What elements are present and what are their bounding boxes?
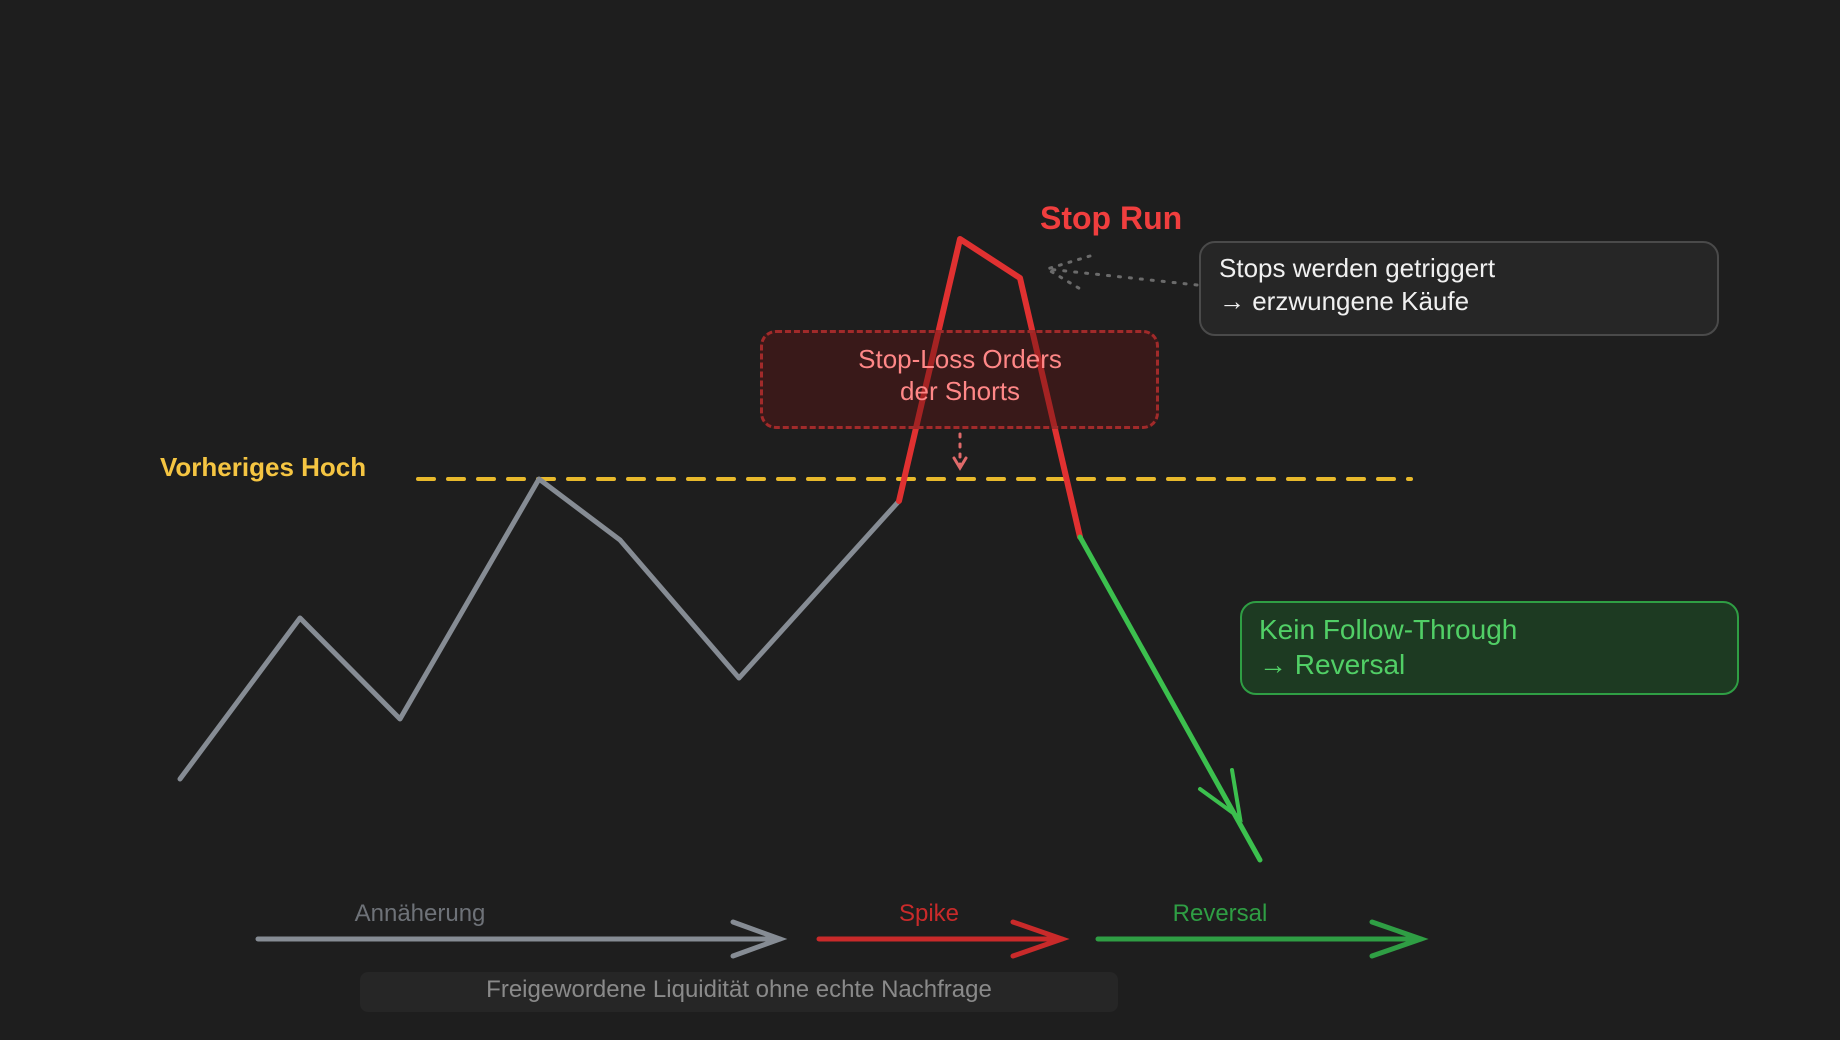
stops-note-line2: → erzwungene Käufe (1219, 286, 1470, 316)
reversal-arrowhead-icon (1198, 768, 1243, 823)
stoploss-arrowhead-icon (952, 456, 968, 471)
reversal-note-line2: → Reversal (1259, 649, 1406, 680)
stoploss-label-line2: der Shorts (900, 376, 1020, 406)
stop-run-label: Stop Run (1040, 200, 1183, 236)
reversal-note-box (1240, 601, 1739, 695)
stops-connector-line (1045, 267, 1199, 287)
footer-note-text: Freigewordene Liquidität ohne echte Nach… (486, 976, 992, 1003)
phase-spike-arrowhead-icon (1010, 919, 1070, 959)
stops-connector-arrowhead-icon (1043, 254, 1092, 292)
phase-approach-arrowhead-icon (730, 919, 788, 959)
phase-spike-label: Spike (898, 900, 960, 927)
phase-approach-label: Annäherung (354, 900, 486, 927)
phase-reversal-arrowhead-icon (1369, 919, 1429, 959)
price-approach-line (177, 476, 902, 782)
footer-note-box (360, 972, 1118, 1012)
stoploss-label-line1: Stop-Loss Orders (858, 344, 1062, 374)
price-spike-line (896, 236, 1083, 540)
stoploss-zone-box (760, 330, 1159, 429)
stops-note-box (1199, 241, 1719, 336)
price-reversal-line (1077, 534, 1263, 863)
previous-high-label: Vorheriges Hoch (160, 452, 367, 482)
phase-reversal-label: Reversal (1172, 900, 1268, 927)
stops-note-line1: Stops werden getriggert (1219, 253, 1496, 283)
reversal-note-line1: Kein Follow-Through (1259, 614, 1518, 645)
